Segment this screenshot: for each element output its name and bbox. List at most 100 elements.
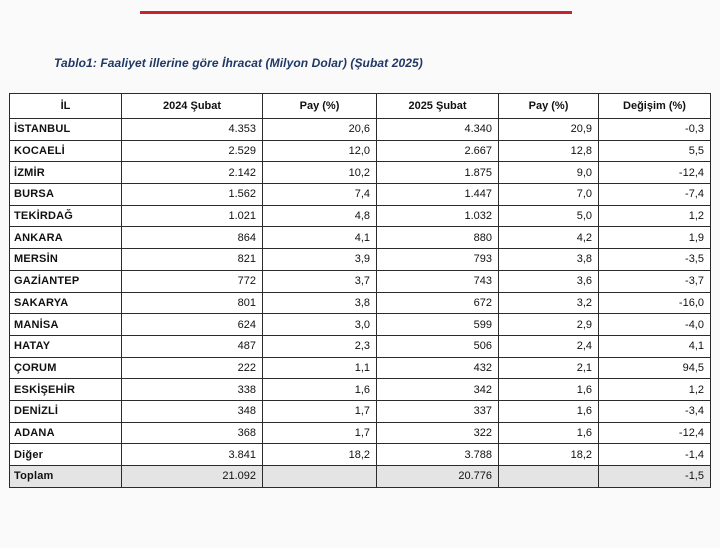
cell-province: GAZİANTEP [9, 269, 122, 293]
cell-2025-share: 12,8 [498, 139, 599, 163]
cell-change: 4,1 [598, 334, 711, 358]
table-row: İZMİR 2.142 10,2 1.875 9,0 -12,4 [9, 161, 711, 185]
cell-2025-value: 793 [376, 248, 499, 271]
header-province: İL [9, 93, 122, 119]
cell-change: -4,0 [598, 313, 711, 336]
table-header-row: İL 2024 Şubat Pay (%) 2025 Şubat Pay (%)… [9, 93, 711, 119]
total-cell-province: Toplam [9, 465, 122, 488]
cell-change: -3,7 [598, 269, 711, 293]
table-row: ESKİŞEHİR 338 1,6 342 1,6 1,2 [9, 378, 711, 401]
cell-province: TEKİRDAĞ [9, 204, 122, 228]
cell-2024-value: 3.841 [121, 443, 263, 466]
cell-province: ÇORUM [9, 356, 122, 380]
cell-2025-share: 20,9 [498, 118, 599, 141]
cell-2025-value: 337 [376, 399, 499, 423]
cell-2024-value: 821 [121, 248, 263, 271]
cell-2025-share: 3,8 [498, 248, 599, 271]
table-row: TEKİRDAĞ 1.021 4,8 1.032 5,0 1,2 [9, 204, 711, 228]
table-body: İSTANBUL 4.353 20,6 4.340 20,9 -0,3 KOCAELİ 2.5… [9, 118, 711, 488]
table-row: KOCAELİ 2.529 12,0 2.667 12,8 5,5 [9, 139, 711, 163]
cell-2025-value: 432 [376, 356, 499, 380]
table-row: SAKARYA 801 3,8 672 3,2 -16,0 [9, 291, 711, 315]
cell-change: 94,5 [598, 356, 711, 380]
cell-province: BURSA [9, 183, 122, 206]
header-2024-february: 2024 Şubat [121, 93, 263, 119]
cell-2024-share: 3,9 [262, 248, 377, 271]
cell-2024-share: 12,0 [262, 139, 377, 163]
cell-2024-share: 3,7 [262, 269, 377, 293]
cell-2025-share: 5,0 [498, 204, 599, 228]
cell-2024-value: 624 [121, 313, 263, 336]
cell-change: -7,4 [598, 183, 711, 206]
cell-2024-share: 1,7 [262, 399, 377, 423]
cell-province: ADANA [9, 421, 122, 445]
cell-2025-value: 1.875 [376, 161, 499, 185]
cell-change: -3,5 [598, 248, 711, 271]
cell-2025-value: 1.032 [376, 204, 499, 228]
cell-2024-share: 2,3 [262, 334, 377, 358]
table-row: MERSİN 821 3,9 793 3,8 -3,5 [9, 248, 711, 271]
table-row: ADANA 368 1,7 322 1,6 -12,4 [9, 421, 711, 445]
table-total-row: Toplam 21.092 20.776 -1,5 [9, 465, 711, 488]
cell-change: -3,4 [598, 399, 711, 423]
cell-2025-share: 2,9 [498, 313, 599, 336]
cell-change: -16,0 [598, 291, 711, 315]
cell-2024-value: 864 [121, 226, 263, 250]
cell-province: ANKARA [9, 226, 122, 250]
cell-change: 5,5 [598, 139, 711, 163]
top-accent-rule [140, 11, 572, 14]
cell-2024-share: 1,6 [262, 378, 377, 401]
cell-2024-value: 222 [121, 356, 263, 380]
cell-2024-share: 1,7 [262, 421, 377, 445]
cell-2025-value: 599 [376, 313, 499, 336]
cell-2024-value: 338 [121, 378, 263, 401]
cell-2024-share: 1,1 [262, 356, 377, 380]
cell-province: Diğer [9, 443, 122, 466]
cell-2025-value: 1.447 [376, 183, 499, 206]
cell-2025-value: 322 [376, 421, 499, 445]
cell-2025-share: 18,2 [498, 443, 599, 466]
total-cell-2025-share [498, 465, 599, 488]
cell-2025-share: 1,6 [498, 421, 599, 445]
cell-2024-value: 1.021 [121, 204, 263, 228]
table-row: HATAY 487 2,3 506 2,4 4,1 [9, 334, 711, 358]
cell-province: DENİZLİ [9, 399, 122, 423]
cell-2025-share: 3,2 [498, 291, 599, 315]
table-row: Diğer 3.841 18,2 3.788 18,2 -1,4 [9, 443, 711, 466]
cell-change: 1,2 [598, 204, 711, 228]
cell-2024-value: 348 [121, 399, 263, 423]
total-cell-2025-value: 20.776 [376, 465, 499, 488]
cell-2024-share: 7,4 [262, 183, 377, 206]
cell-2025-value: 4.340 [376, 118, 499, 141]
header-share-2024: Pay (%) [262, 93, 377, 119]
cell-province: SAKARYA [9, 291, 122, 315]
cell-2024-value: 801 [121, 291, 263, 315]
cell-change: 1,9 [598, 226, 711, 250]
cell-province: İZMİR [9, 161, 122, 185]
table-row: ÇORUM 222 1,1 432 2,1 94,5 [9, 356, 711, 380]
cell-2024-value: 772 [121, 269, 263, 293]
header-2025-february: 2025 Şubat [376, 93, 499, 119]
cell-2025-share: 3,6 [498, 269, 599, 293]
cell-2025-share: 1,6 [498, 378, 599, 401]
cell-change: -0,3 [598, 118, 711, 141]
cell-province: ESKİŞEHİR [9, 378, 122, 401]
cell-2025-value: 3.788 [376, 443, 499, 466]
table-row: GAZİANTEP 772 3,7 743 3,6 -3,7 [9, 269, 711, 293]
cell-2024-value: 368 [121, 421, 263, 445]
cell-2025-value: 2.667 [376, 139, 499, 163]
cell-province: HATAY [9, 334, 122, 358]
cell-2024-share: 3,8 [262, 291, 377, 315]
cell-2024-share: 10,2 [262, 161, 377, 185]
total-cell-change: -1,5 [598, 465, 711, 488]
cell-province: MERSİN [9, 248, 122, 271]
cell-2025-value: 342 [376, 378, 499, 401]
cell-2024-share: 4,1 [262, 226, 377, 250]
cell-2025-share: 2,4 [498, 334, 599, 358]
cell-2025-share: 9,0 [498, 161, 599, 185]
export-table-container: İL 2024 Şubat Pay (%) 2025 Şubat Pay (%)… [9, 93, 711, 488]
cell-province: KOCAELİ [9, 139, 122, 163]
cell-2025-value: 743 [376, 269, 499, 293]
cell-2025-share: 7,0 [498, 183, 599, 206]
table-row: MANİSA 624 3,0 599 2,9 -4,0 [9, 313, 711, 336]
